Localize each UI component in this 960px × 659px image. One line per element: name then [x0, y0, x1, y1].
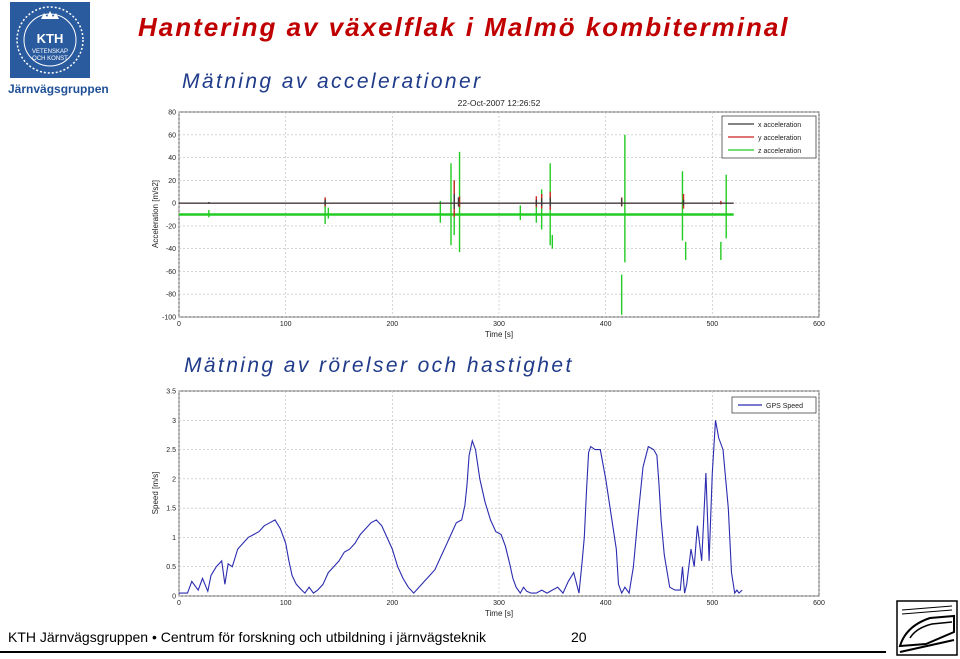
spd-x-tick: 100 — [280, 600, 292, 607]
page-number: 20 — [571, 629, 587, 645]
spd-series-group — [179, 420, 743, 595]
spd-x-tick: 200 — [386, 600, 398, 607]
spd-y-axis-label: Speed [m/s] — [151, 472, 160, 515]
kth-logo: KTH VETENSKAP OCH KONST — [10, 2, 90, 78]
page-title: Hantering av växelflak i Malmö kombiterm… — [138, 12, 790, 42]
spd-series-gps-speed — [179, 420, 743, 595]
acc-y-tick: -20 — [166, 223, 176, 230]
spd-y-tick: 1 — [172, 535, 176, 542]
acc-x-tick: 0 — [177, 321, 181, 328]
spd-x-tick: 400 — [600, 600, 612, 607]
spd-x-tick-labels: 0 100 200 300 400 500 600 — [177, 600, 825, 607]
acc-y-tick: 40 — [168, 155, 176, 162]
spd-x-tick: 300 — [493, 600, 505, 607]
acc-x-tick-labels: 0 100 200 300 400 500 600 — [177, 321, 825, 328]
spd-y-tick: 1.5 — [166, 506, 176, 513]
acc-y-tick: -40 — [166, 246, 176, 253]
train-icon — [896, 600, 958, 656]
spd-x-tick: 0 — [177, 600, 181, 607]
spd-y-tick: 3 — [172, 418, 176, 425]
acc-y-tick: -100 — [162, 315, 176, 322]
acc-x-tick: 500 — [706, 321, 718, 328]
acc-grid — [178, 111, 820, 318]
spd-x-tick: 500 — [706, 600, 718, 607]
acc-y-tick: 20 — [168, 178, 176, 185]
acc-y-tick: -80 — [166, 292, 176, 299]
acc-x-tick: 200 — [386, 321, 398, 328]
kth-crest-icon: KTH VETENSKAP OCH KONST — [16, 6, 84, 74]
speed-chart: 3.5 3 2.5 2 1.5 1 0.5 0 0 100 200 300 400 500 600 Tim… — [148, 383, 838, 623]
spd-x-axis-label: Time [s] — [485, 609, 513, 618]
spd-x-tick: 600 — [813, 600, 825, 607]
acc-x-tick: 600 — [813, 321, 825, 328]
legend-x-acceleration: x acceleration — [758, 122, 801, 129]
acc-x-tick: 100 — [280, 321, 292, 328]
spd-y-tick: 0 — [172, 594, 176, 601]
legend-z-acceleration: z acceleration — [758, 148, 801, 155]
acc-y-axis-label: Acceleration [m/s2] — [151, 180, 160, 248]
footer-divider — [0, 651, 886, 653]
acc-y-tick: 60 — [168, 132, 176, 139]
speed-heading: Mätning av rörelser och hastighet — [184, 354, 574, 377]
acc-x-tick: 300 — [493, 321, 505, 328]
spd-y-tick: 2.5 — [166, 447, 176, 454]
acc-y-tick: 0 — [172, 201, 176, 208]
acc-y-tick: -60 — [166, 269, 176, 276]
logo-kth-text: KTH — [37, 31, 64, 46]
spd-y-tick: 2 — [172, 476, 176, 483]
acc-chart-timestamp: 22-Oct-2007 12:26:52 — [458, 98, 541, 108]
acc-legend: x acceleration y acceleration z accelera… — [721, 115, 817, 159]
acc-y-tick: 80 — [168, 110, 176, 117]
spd-y-tick: 3.5 — [166, 389, 176, 396]
acc-series-group — [179, 134, 734, 315]
brand-label: Järnvägsgruppen — [8, 82, 109, 96]
logo-vetenskap-text: VETENSKAP — [32, 49, 68, 55]
spd-plot-area — [178, 390, 820, 597]
acc-x-axis-label: Time [s] — [485, 330, 513, 339]
spd-legend: GPS Speed — [731, 396, 817, 414]
footer-text: KTH Järnvägsgruppen • Centrum för forskn… — [8, 629, 487, 645]
acceleration-heading: Mätning av accelerationer — [182, 70, 483, 93]
spd-y-tick-labels: 3.5 3 2.5 2 1.5 1 0.5 0 — [166, 389, 176, 601]
acc-y-tick-labels: 80 60 40 20 0 -20 -40 -60 -80 -100 — [162, 110, 176, 322]
logo-konst-text: OCH KONST — [32, 56, 68, 62]
legend-y-acceleration: y acceleration — [758, 135, 801, 142]
spd-y-tick: 0.5 — [166, 564, 176, 571]
legend-gps-speed: GPS Speed — [766, 403, 803, 410]
acc-x-tick: 400 — [600, 321, 612, 328]
